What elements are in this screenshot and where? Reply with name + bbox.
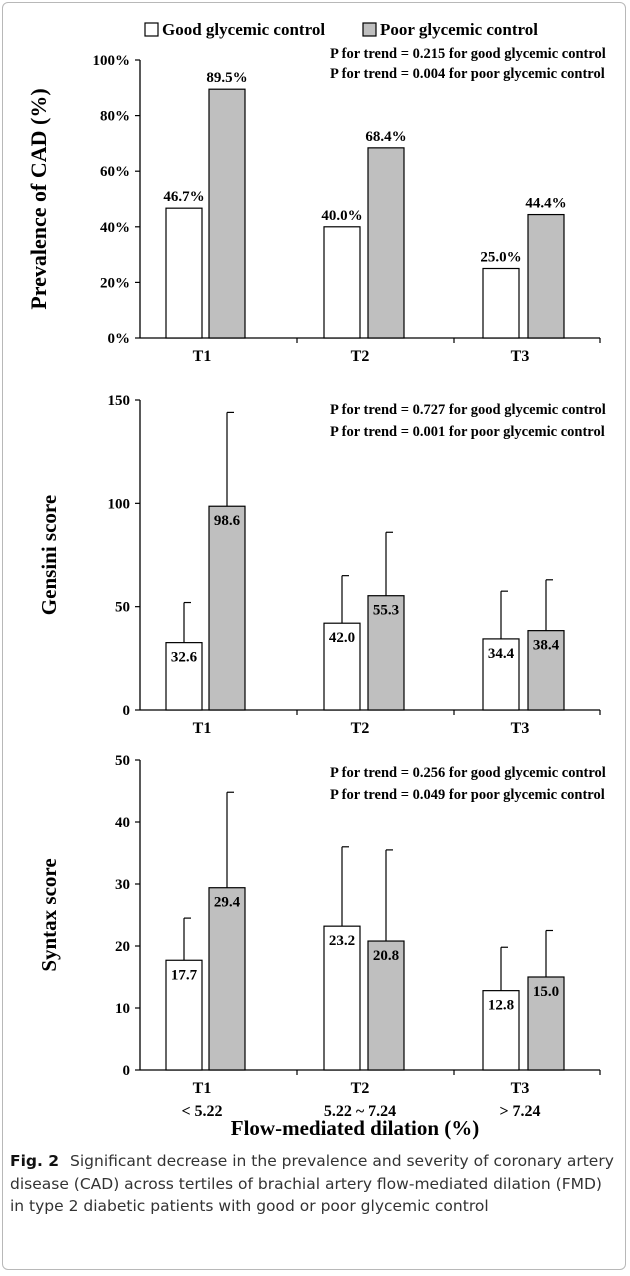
shared-x-axis-label: Flow-mediated dilation (%)	[231, 1116, 479, 1140]
y-axis-label: Prevalence of CAD (%)	[26, 88, 51, 309]
bar-value-label: 20.8	[373, 948, 399, 964]
bar-value-label: 40.0%	[321, 208, 362, 224]
x-category-sublabel: 5.22 ~ 7.24	[324, 1103, 396, 1120]
bar-poor-control	[208, 88, 246, 339]
y-tick-label: 50	[115, 600, 130, 616]
x-category-label: T2	[351, 348, 370, 365]
p-trend-annotation: P for trend = 0.215 for good glycemic co…	[330, 46, 606, 62]
caption-text: Significant decrease in the prevalence a…	[10, 1152, 614, 1215]
x-category-sublabel: > 7.24	[499, 1103, 540, 1120]
y-tick-label: 20	[115, 939, 130, 955]
p-trend-annotation: P for trend = 0.049 for poor glycemic co…	[330, 787, 605, 803]
bar-value-label: 25.0%	[480, 250, 521, 266]
bar-value-label: 46.7%	[163, 189, 204, 205]
bar-good-control	[323, 622, 361, 711]
y-tick-label: 100%	[93, 53, 131, 69]
bar-poor-control	[208, 887, 246, 1071]
bar-value-label: 23.2	[329, 933, 355, 949]
bar-good-control	[165, 959, 203, 1071]
x-category-sublabel: < 5.22	[181, 1103, 222, 1120]
bar-good-control	[482, 638, 520, 711]
y-tick-label: 20%	[100, 275, 130, 291]
bar-value-label: 68.4%	[365, 129, 406, 145]
y-tick-label: 10	[115, 1001, 130, 1017]
y-tick-label: 40	[115, 815, 130, 831]
y-tick-label: 60%	[100, 164, 130, 180]
bar-poor-control	[208, 505, 246, 711]
bar-value-label: 12.8	[488, 998, 514, 1014]
bar-good-control	[323, 226, 361, 339]
x-category-label: T1	[193, 1080, 212, 1097]
y-axis-label: Syntax score	[37, 858, 61, 971]
figure-caption: Fig. 2 Significant decrease in the preva…	[10, 1150, 620, 1218]
bar-value-label: 34.4	[488, 646, 515, 662]
y-axis-label: Gensini score	[37, 495, 61, 615]
x-category-label: T3	[511, 720, 530, 737]
caption-label: Fig. 2	[10, 1152, 60, 1170]
legend-label-good: Good glycemic control	[162, 20, 325, 39]
y-tick-label: 50	[115, 753, 130, 769]
legend-swatch-poor	[362, 22, 377, 37]
bar-poor-control	[527, 213, 565, 339]
bar-poor-control	[367, 595, 405, 711]
legend-label-poor: Poor glycemic control	[380, 20, 538, 39]
y-tick-label: 150	[108, 393, 131, 409]
y-tick-label: 30	[115, 877, 130, 893]
y-tick-label: 40%	[100, 220, 130, 236]
x-category-label: T3	[511, 348, 530, 365]
bar-value-label: 29.4	[214, 895, 241, 911]
p-trend-annotation: P for trend = 0.001 for poor glycemic co…	[330, 424, 605, 440]
bar-poor-control	[527, 976, 565, 1071]
legend: Good glycemic control Poor glycemic cont…	[144, 20, 538, 39]
x-category-label: T3	[511, 1080, 530, 1097]
bar-good-control	[165, 207, 203, 339]
bar-poor-control	[527, 630, 565, 711]
bar-good-control	[482, 267, 520, 339]
x-category-label: T1	[193, 720, 212, 737]
y-tick-label: 100	[108, 496, 131, 512]
bar-good-control	[165, 642, 203, 711]
y-tick-label: 0	[123, 1063, 131, 1079]
x-category-label: T2	[351, 720, 370, 737]
bar-good-control	[482, 990, 520, 1071]
bar-value-label: 89.5%	[206, 70, 247, 86]
y-tick-label: 80%	[100, 109, 130, 125]
p-trend-annotation: P for trend = 0.727 for good glycemic co…	[330, 402, 606, 418]
y-tick-label: 0	[123, 703, 131, 719]
bar-value-label: 32.6	[171, 650, 198, 666]
figure-charts: Good glycemic control Poor glycemic cont…	[26, 20, 606, 1140]
bar-poor-control	[367, 147, 405, 339]
bar-value-label: 44.4%	[525, 196, 566, 212]
y-tick-label: 0%	[108, 331, 131, 347]
x-category-label: T1	[193, 348, 212, 365]
p-trend-annotation: P for trend = 0.004 for poor glycemic co…	[330, 66, 605, 82]
bar-good-control	[323, 925, 361, 1071]
x-category-label: T2	[351, 1080, 370, 1097]
p-trend-annotation: P for trend = 0.256 for good glycemic co…	[330, 765, 606, 781]
chart-panel-3: 0 10 20 30 40 50 T1 < 5.22 T2 5.22 ~ 7.24 T3 > 7.24…	[37, 753, 606, 1120]
legend-swatch-good	[144, 22, 159, 37]
bar-value-label: 17.7	[171, 967, 198, 983]
bar-value-label: 42.0	[329, 630, 355, 646]
chart-panel-2: 0 50 100 150 T1 T2 T3 Gensini score P for trend …	[37, 393, 606, 737]
bar-value-label: 98.6	[214, 513, 241, 529]
bar-value-label: 15.0	[533, 984, 559, 1000]
bar-value-label: 55.3	[373, 603, 399, 619]
chart-panel-1: 0% 20% 40% 60% 80% 100% T1 T2 T3 Prevalence of CA…	[26, 46, 606, 365]
bar-poor-control	[367, 940, 405, 1071]
bar-value-label: 38.4	[533, 638, 560, 654]
